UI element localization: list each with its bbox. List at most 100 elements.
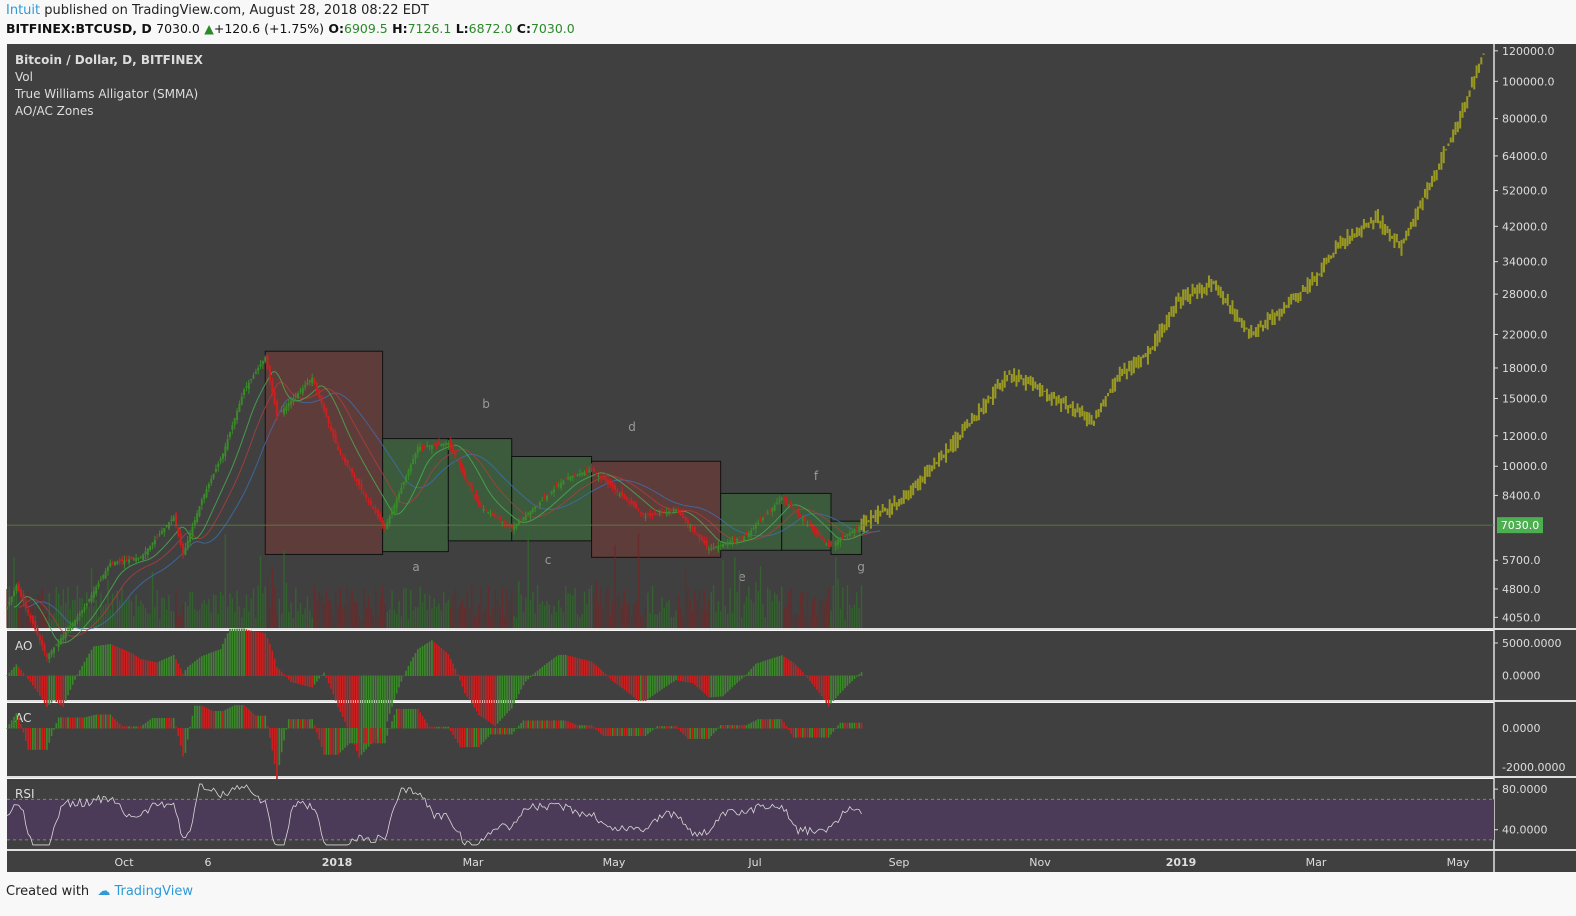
candle-body	[754, 525, 757, 529]
candle-body	[229, 432, 232, 437]
volume-bar	[776, 594, 778, 628]
candle-body	[421, 445, 424, 447]
volume-bar	[607, 587, 609, 628]
ao-bar	[100, 645, 102, 676]
ao-bar	[611, 675, 614, 682]
ao-bar	[741, 675, 743, 679]
candle-body	[693, 526, 696, 533]
ac-bar	[318, 728, 321, 740]
volume-bar	[163, 598, 165, 628]
candle-body	[165, 525, 168, 527]
volume-bar	[651, 585, 654, 628]
ac-bar	[250, 711, 252, 729]
ac-bar	[327, 728, 330, 755]
candle-body	[578, 473, 581, 476]
ac-bar	[405, 708, 407, 729]
ao-bar	[766, 659, 769, 676]
candle-body	[144, 551, 147, 555]
candle-body	[292, 398, 295, 403]
ao-bar	[86, 657, 88, 676]
ao-bar	[6, 675, 8, 676]
ac-bar	[684, 728, 687, 737]
ac-bar	[637, 728, 640, 737]
ao-bar	[726, 675, 729, 692]
volume-bar	[856, 592, 858, 628]
candle-body	[449, 440, 452, 448]
volume-bar	[379, 598, 381, 628]
ac-bar	[579, 725, 581, 729]
volume-bar	[201, 602, 203, 628]
ao-bar	[621, 675, 623, 689]
candle-body	[395, 499, 398, 509]
candle-body	[198, 506, 201, 517]
candle-body	[522, 517, 525, 521]
candle-body	[569, 476, 572, 481]
volume-bar	[654, 614, 656, 628]
volume-bar	[529, 600, 532, 628]
rsi-tick-label: 40.0000	[1502, 824, 1548, 837]
volume-bar	[210, 612, 212, 628]
candle-body	[158, 534, 161, 536]
ac-bar	[827, 728, 830, 738]
ao-bar	[217, 649, 220, 676]
candle-body	[822, 538, 825, 542]
ao-bar	[334, 675, 337, 701]
indicator-legend: AO/AC Zones	[15, 104, 93, 118]
volume-bar	[205, 604, 208, 628]
ao-bar	[642, 675, 645, 701]
ao-bar	[764, 660, 767, 676]
ac-bar	[508, 728, 511, 735]
ao-bar	[165, 658, 168, 676]
ac-bar	[83, 717, 86, 729]
volume-bar	[351, 589, 353, 628]
tradingview-link[interactable]: TradingView	[114, 884, 193, 899]
ao-tick-label: 5000.0000	[1502, 637, 1562, 650]
ac-bar	[330, 728, 332, 755]
ao-bar	[93, 646, 95, 676]
author-link[interactable]: Intuit	[6, 3, 41, 18]
candle-body	[41, 639, 44, 646]
ao-bar	[506, 675, 508, 714]
candle-body	[696, 534, 699, 536]
candle-body	[487, 512, 490, 514]
ao-bar	[36, 675, 39, 693]
ac-bar	[55, 723, 58, 729]
ao-bar	[489, 675, 492, 723]
candle-body	[193, 520, 196, 526]
ao-bar	[668, 675, 670, 685]
volume-bar	[813, 597, 816, 628]
candle-body	[757, 522, 760, 525]
ac-bar	[475, 728, 478, 748]
volume-bar	[511, 589, 513, 628]
candle-body	[67, 628, 70, 630]
ao-bar	[360, 675, 363, 755]
candle-body	[160, 531, 163, 534]
candle-body	[764, 514, 767, 516]
ac-bar	[191, 715, 194, 729]
volume-bar	[264, 586, 266, 628]
ac-bar	[506, 728, 508, 735]
candle-body	[104, 571, 107, 579]
volume-bar	[769, 589, 771, 628]
volume-bar	[203, 599, 205, 628]
ac-bar	[731, 725, 734, 729]
x-tick-label: Nov	[1029, 856, 1051, 869]
high-value: 7126.1	[407, 21, 452, 36]
candle-body	[477, 499, 480, 506]
ac-bar	[787, 728, 790, 731]
tradingview-cloud-icon: ☁	[97, 884, 111, 899]
ac-bar	[287, 719, 290, 729]
volume-bar	[104, 603, 107, 628]
ac-bar	[628, 728, 630, 737]
ao-bar	[55, 675, 58, 703]
ac-bar	[546, 720, 548, 729]
candle-body	[186, 540, 189, 548]
ac-bar	[510, 728, 513, 735]
ao-bar	[255, 631, 257, 676]
volume-bar	[435, 606, 438, 628]
candle-body	[419, 446, 422, 450]
ao-bar	[708, 675, 710, 698]
candle-body	[353, 474, 356, 478]
volume-bar	[600, 587, 602, 628]
